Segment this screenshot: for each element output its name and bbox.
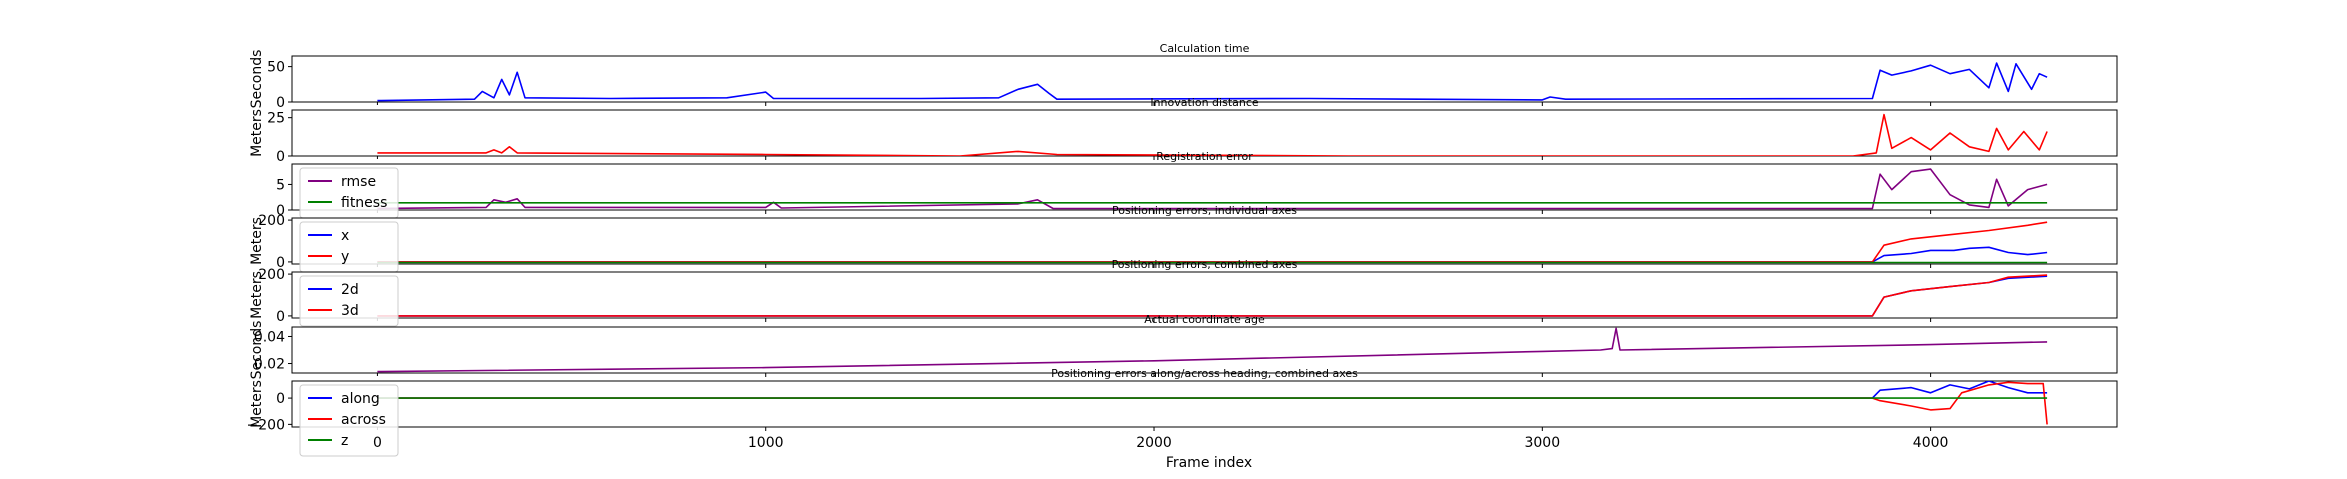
series-group: [377, 62, 2048, 102]
legend-frame: [299, 384, 399, 457]
x-tick-label: 4000: [1913, 435, 1949, 451]
legend: rmse fitness: [299, 167, 399, 219]
series-group: [377, 381, 2048, 425]
series-group: [377, 168, 2048, 210]
legend-label: y: [341, 249, 349, 265]
y-tick-label: 0.02: [254, 357, 285, 373]
y-tick-label: 50: [267, 60, 285, 76]
y-axis-label: Seconds: [249, 321, 265, 380]
chart-title: Positioning errors, individual axes: [1112, 204, 1297, 217]
legend-label: 3d: [341, 303, 359, 319]
y-tick-label: 0.04: [254, 329, 285, 345]
chart-title: Registration error: [1156, 150, 1253, 163]
legend-label: z: [341, 433, 348, 449]
axes-frame: [291, 380, 2118, 428]
y-tick-label: 0: [276, 149, 285, 165]
legend-label: along: [341, 391, 380, 407]
legend: xy: [299, 221, 399, 273]
series-line: [377, 327, 2048, 373]
series-line: [377, 221, 2048, 263]
legend-label: across: [341, 412, 386, 428]
legend-label: x: [341, 228, 349, 244]
y-tick-label: 200: [258, 213, 285, 229]
legend: along across z: [299, 384, 399, 457]
y-axis-label: Meters: [249, 217, 265, 265]
x-tick-label: 2000: [1136, 435, 1172, 451]
axes-frame: [291, 271, 2118, 319]
series-line: [377, 381, 2048, 425]
y-axis-label: Meters: [249, 271, 265, 319]
x-tick-label: 0: [373, 435, 382, 451]
y-tick-label: 25: [267, 111, 285, 127]
legend-label: rmse: [341, 174, 376, 190]
x-tick-label: 1000: [748, 435, 784, 451]
series-group: [377, 221, 2048, 264]
axes-frame: [291, 163, 2118, 211]
subplot-3: Registration error 0 5 rmse fitness: [276, 150, 2118, 219]
y-axis-label: Meters: [249, 380, 265, 428]
y-axis-label: Seconds: [249, 50, 265, 109]
axes-frame: [291, 326, 2118, 374]
series-line: [377, 381, 2048, 399]
legend-label: fitness: [341, 195, 387, 211]
y-tick-label: 0: [276, 391, 285, 407]
y-axis-label: Meters: [249, 109, 265, 157]
series-line: [377, 62, 2048, 102]
chart-title: Positioning errors, combined axes: [1112, 258, 1298, 271]
series-line: [377, 113, 2048, 156]
y-tick-label: 5: [276, 177, 285, 193]
axes-frame: [291, 55, 2118, 103]
series-group: [377, 327, 2048, 373]
subplot-4: Positioning errors, individual axes0200M…: [249, 204, 2118, 273]
legend-label: 2d: [341, 282, 359, 298]
y-tick-label: −200: [247, 417, 285, 433]
y-tick-label: 0: [276, 255, 285, 271]
series-line: [377, 275, 2048, 317]
y-tick-label: 0: [276, 309, 285, 325]
y-tick-label: 200: [258, 267, 285, 283]
series-line: [377, 246, 2048, 263]
subplot-7: Positioning errors along/across heading,…: [247, 367, 2118, 457]
series-line: [377, 274, 2048, 317]
subplot-5: Positioning errors, combined axes0200Met…: [249, 258, 2118, 327]
series-group: [377, 113, 2048, 156]
x-axis-label: Frame index: [1166, 455, 1252, 471]
chart-title: Actual coordinate age: [1144, 313, 1265, 326]
x-tick-label: 3000: [1524, 435, 1560, 451]
chart-title: Innovation distance: [1150, 96, 1259, 109]
axes-frame: [291, 217, 2118, 265]
chart-title: Calculation time: [1160, 42, 1250, 55]
series-group: [377, 274, 2048, 317]
y-tick-label: 0: [276, 95, 285, 111]
chart-title: Positioning errors along/across heading,…: [1051, 367, 1358, 380]
y-tick-label: 0: [276, 203, 285, 219]
